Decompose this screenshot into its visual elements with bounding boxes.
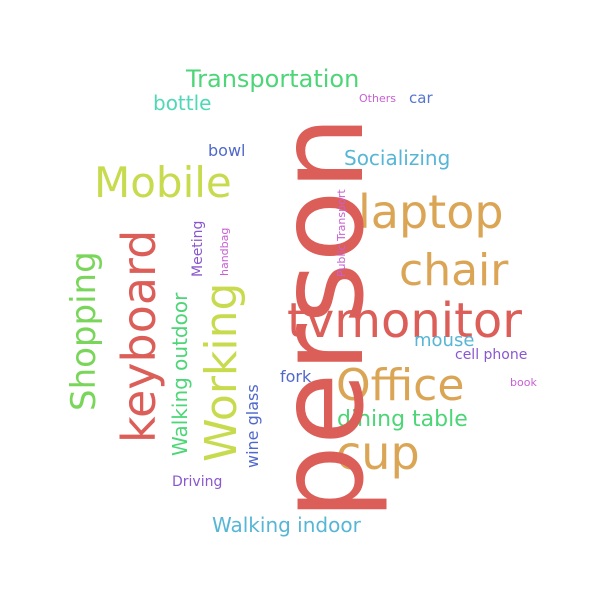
word-laptop: laptop: [358, 185, 504, 239]
word-dining-table: dining table: [337, 407, 468, 432]
word-handbag: handbag: [218, 227, 231, 276]
word-keyboard: keyboard: [112, 229, 166, 443]
word-walking-indoor: Walking indoor: [212, 513, 361, 537]
word-office: Office: [336, 360, 465, 411]
word-bottle: bottle: [153, 91, 212, 115]
word-fork: fork: [280, 367, 312, 386]
word-shopping: Shopping: [64, 251, 104, 411]
word-mouse: mouse: [414, 330, 475, 351]
word-public-transport: Public Transport: [335, 189, 348, 277]
word-chair: chair: [399, 245, 509, 296]
word-bowl: bowl: [208, 141, 246, 160]
word-cup: cup: [336, 426, 420, 480]
word-socializing: Socializing: [344, 146, 451, 170]
word-wine-glass: wine glass: [243, 384, 262, 468]
word-book: book: [510, 376, 537, 389]
word-walking-outdoor: Walking outdoor: [168, 292, 192, 456]
word-tvmonitor: tvmonitor: [287, 293, 523, 349]
word-cell-phone: cell phone: [455, 347, 528, 363]
word-transportation: Transportation: [186, 65, 360, 93]
word-meeting: Meeting: [190, 220, 206, 277]
word-driving: Driving: [172, 474, 223, 490]
word-car: car: [409, 89, 433, 107]
word-working: Working: [196, 282, 247, 462]
word-mobile: Mobile: [94, 158, 232, 207]
word-person: person: [252, 115, 390, 520]
word-others: Others: [359, 92, 396, 105]
